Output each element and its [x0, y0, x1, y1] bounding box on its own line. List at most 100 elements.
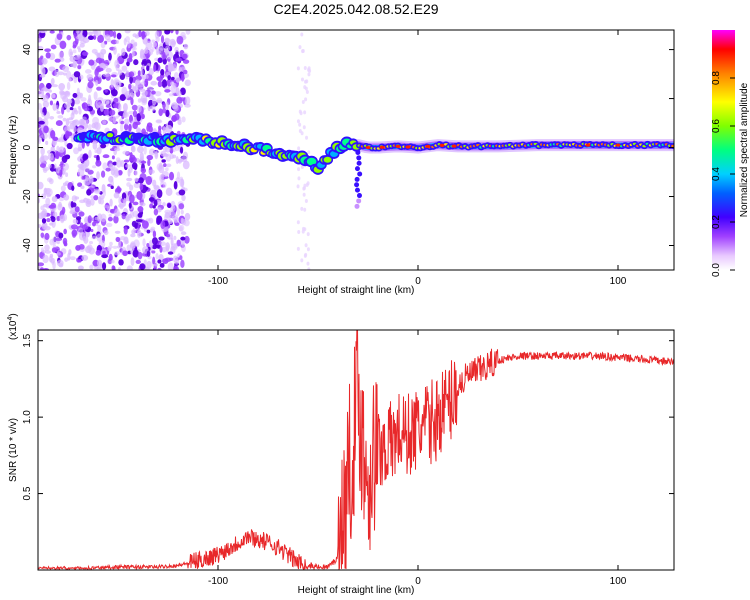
spectrogram-noise-blob [108, 116, 113, 122]
spectrogram-noise-blob [126, 177, 133, 182]
spectrogram-noise-blob [138, 88, 146, 92]
y-tick-label: 1.0 [22, 410, 33, 424]
spectrogram-noise-blob [182, 53, 188, 60]
spectrogram-noise-blob [178, 203, 185, 210]
spectrogram-noise-blob [97, 67, 104, 72]
spectrogram-noise-blob [109, 241, 113, 246]
spectrogram-noise-blob [133, 59, 139, 66]
spectrogram-noise-blob [303, 183, 307, 188]
spectrogram-noise-blob [306, 232, 310, 237]
spectrogram-noise-blob [40, 147, 45, 156]
spectrogram-noise-blob [90, 228, 94, 233]
spectrogram-noise-blob [136, 229, 142, 238]
spectrogram-noise-blob [56, 215, 61, 222]
spectrogram-noise-blob [85, 119, 89, 124]
spectrogram-peak [451, 144, 457, 148]
spectrogram-noise-blob [40, 205, 45, 211]
spectrogram-noise-blob [94, 51, 99, 56]
spectrogram-noise-blob [296, 246, 300, 251]
spectrogram-noise-blob [54, 153, 61, 157]
spectrogram-noise-blob [159, 245, 163, 253]
spectrogram-ylabel: Frequency (Hz) [8, 116, 19, 185]
spectrogram-noise-blob [161, 51, 166, 60]
spectrogram-noise-blob [131, 145, 135, 151]
spectrogram-noise-blob [296, 66, 300, 71]
spectrogram-noise-blob [178, 66, 182, 73]
spectrogram-noise-blob [144, 30, 150, 36]
spectrogram-noise-blob [80, 97, 87, 102]
spectrogram-ridge-blob [323, 156, 332, 163]
spectrogram-noise-blob [65, 172, 69, 178]
spectrogram-noise-blob [96, 266, 102, 270]
spectrogram-noise-blob [41, 118, 49, 128]
spectrogram-noise-blob [167, 251, 174, 255]
spectrogram-noise-blob [175, 156, 179, 165]
spectrogram-noise-blob [102, 250, 106, 255]
snr-xlabel: Height of straight line (km) [298, 585, 415, 596]
spectrogram-noise-blob [109, 209, 114, 213]
spectrogram-ridge-blob [106, 132, 114, 138]
spectrogram-noise-blob [180, 231, 187, 236]
spectrogram-noise-blob [126, 265, 133, 270]
spectrogram-noise-blob [140, 160, 147, 164]
colorbar: 0.0 0.2 0.4 0.6 0.8 Normalized spectral ampl… [711, 30, 750, 277]
spectrogram-panel: -100 0 100 -40 -20 0 20 40 Height of straight l… [8, 29, 675, 296]
spectrogram-noise-blob [300, 206, 304, 211]
spectrogram-noise-blob [178, 189, 186, 196]
spectrogram-noise-blob [303, 66, 307, 71]
spectrogram-noise-blob [113, 97, 119, 103]
spectrogram-noise-blob [107, 245, 113, 249]
spectrogram-noise-blob [170, 40, 176, 46]
spectrogram-noise-blob [47, 152, 54, 161]
spectrogram-noise-blob [122, 112, 130, 118]
spectrogram-noise-blob [79, 199, 86, 204]
spectrogram-noise-blob [95, 122, 101, 131]
spectrogram-noise-blob [125, 70, 130, 78]
spectrogram-noise-blob [81, 51, 89, 56]
spectrogram-noise-blob [87, 31, 94, 36]
spectrogram-noise-blob [155, 36, 160, 43]
spectrogram-noise-blob [139, 263, 146, 270]
spectrogram-noise-blob [108, 253, 113, 262]
spectrogram-noise-blob [61, 106, 65, 115]
spectrogram-noise-blob [102, 98, 110, 105]
spectrogram-noise-blob [144, 78, 149, 87]
spectrogram-noise-blob [160, 150, 167, 157]
spectrogram-noise-blob [125, 213, 130, 221]
spectrogram-noise-blob [45, 140, 49, 146]
spectrogram-noise-blob [61, 206, 66, 215]
spectrogram-noise-blob [145, 175, 153, 185]
spectrogram-noise-blob [112, 265, 116, 270]
spectrogram-noise-blob [123, 226, 128, 235]
spectrogram-noise-blob [89, 241, 93, 245]
figure-title: C2E4.2025.042.08.52.E29 [273, 1, 438, 17]
snr-axes: -100 0 100 0.5 1.0 1.5 [22, 330, 674, 587]
spectrogram-peak [425, 144, 431, 148]
spectrogram-noise-blob [183, 219, 190, 227]
spectrogram-noise-blob [153, 199, 158, 207]
spectrogram-noise-blob [180, 209, 184, 215]
spectrogram-noise-blob [157, 259, 162, 264]
spectrogram-noise-blob [44, 232, 50, 241]
spectrogram-noise-blob [157, 57, 163, 64]
spectrogram-noise-blob [86, 73, 93, 80]
spectrogram-noise-blob [44, 250, 51, 254]
spectrogram-noise-blob [122, 150, 129, 155]
spectrogram-noise-blob [134, 79, 141, 86]
spectrogram-noise-blob [95, 160, 102, 167]
spectrogram-noise-blob [129, 152, 133, 158]
spectrogram-noise-blob [151, 250, 156, 254]
spectrogram-noise-blob [306, 261, 310, 266]
y-tick-label: 40 [22, 44, 33, 56]
spectrogram-noise-blob [95, 249, 101, 256]
spectrogram-noise-blob [302, 125, 306, 130]
spectrogram-noise-blob [66, 142, 73, 150]
spectrogram-noise-blob [51, 94, 56, 99]
spectrogram-noise-blob [113, 78, 120, 86]
spectrogram-noise-blob [38, 262, 45, 267]
spectrogram-noise-blob [81, 102, 88, 109]
spectrogram-noise-blob [153, 208, 159, 216]
spectrogram-noise-blob [300, 164, 304, 169]
spectrogram-noise-blob [169, 171, 175, 181]
spectrogram-noise-blob [40, 232, 45, 238]
